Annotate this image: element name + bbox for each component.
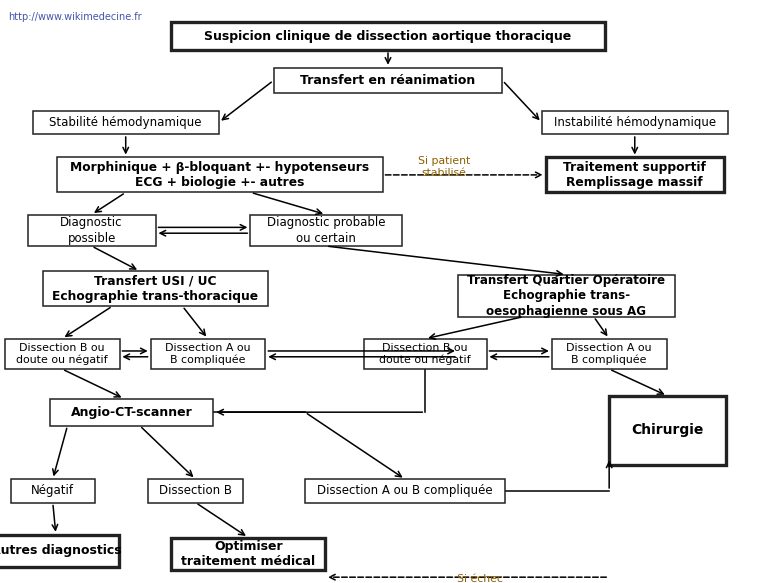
Text: Angio-CT-scanner: Angio-CT-scanner [71,406,192,419]
FancyBboxPatch shape [171,22,605,50]
FancyBboxPatch shape [148,479,243,503]
Text: Dissection A ou
B compliquée: Dissection A ou B compliquée [566,343,652,365]
Text: Instabilité hémodynamique: Instabilité hémodynamique [554,116,715,129]
FancyBboxPatch shape [27,215,155,246]
FancyBboxPatch shape [305,479,505,503]
FancyBboxPatch shape [11,479,95,503]
FancyBboxPatch shape [57,157,383,192]
FancyBboxPatch shape [552,339,667,369]
FancyBboxPatch shape [546,157,724,192]
Text: Chirurgie: Chirurgie [631,423,704,437]
Text: Transfert USI / UC
Echographie trans-thoracique: Transfert USI / UC Echographie trans-tho… [52,275,258,303]
FancyBboxPatch shape [274,68,503,93]
Text: http://www.wikimedecine.fr: http://www.wikimedecine.fr [8,12,141,22]
Text: Transfert en réanimation: Transfert en réanimation [300,74,476,87]
Text: Dissection B: Dissection B [159,484,232,497]
Text: Dissection B ou
doute ou négatif: Dissection B ou doute ou négatif [16,343,108,365]
FancyBboxPatch shape [542,111,728,134]
Text: Si patient
stabilisé: Si patient stabilisé [417,156,470,178]
FancyBboxPatch shape [43,271,268,306]
Text: Stabilité hémodynamique: Stabilité hémodynamique [50,116,202,129]
Text: Diagnostic probable
ou certain: Diagnostic probable ou certain [267,216,385,244]
Text: Dissection A ou
B compliquée: Dissection A ou B compliquée [165,343,251,365]
Text: Diagnostic
possible: Diagnostic possible [61,216,123,244]
FancyBboxPatch shape [151,339,265,369]
FancyBboxPatch shape [364,339,487,369]
Text: Optimiser
traitement médical: Optimiser traitement médical [182,540,315,568]
FancyBboxPatch shape [50,399,213,426]
Text: Transfert Quartier Opératoire
Echographie trans-
oesophagienne sous AG: Transfert Quartier Opératoire Echographi… [467,273,666,318]
Text: Suspicion clinique de dissection aortique thoracique: Suspicion clinique de dissection aortiqu… [204,30,572,43]
Text: Négatif: Négatif [31,484,74,497]
FancyBboxPatch shape [250,215,402,246]
FancyBboxPatch shape [33,111,219,134]
Text: Dissection A ou B compliquée: Dissection A ou B compliquée [317,484,493,497]
FancyBboxPatch shape [609,396,726,465]
FancyBboxPatch shape [0,535,119,567]
Text: Traitement supportif
Remplissage massif: Traitement supportif Remplissage massif [563,161,706,189]
Text: Autres diagnostics: Autres diagnostics [0,545,121,557]
Text: Dissection B ou
doute ou négatif: Dissection B ou doute ou négatif [379,343,471,365]
FancyBboxPatch shape [458,275,675,317]
Text: Morphinique + β-bloquant +- hypotenseurs
ECG + biologie +- autres: Morphinique + β-bloquant +- hypotenseurs… [70,161,369,189]
FancyBboxPatch shape [171,538,325,570]
FancyBboxPatch shape [5,339,120,369]
Text: Si échec: Si échec [456,574,503,583]
